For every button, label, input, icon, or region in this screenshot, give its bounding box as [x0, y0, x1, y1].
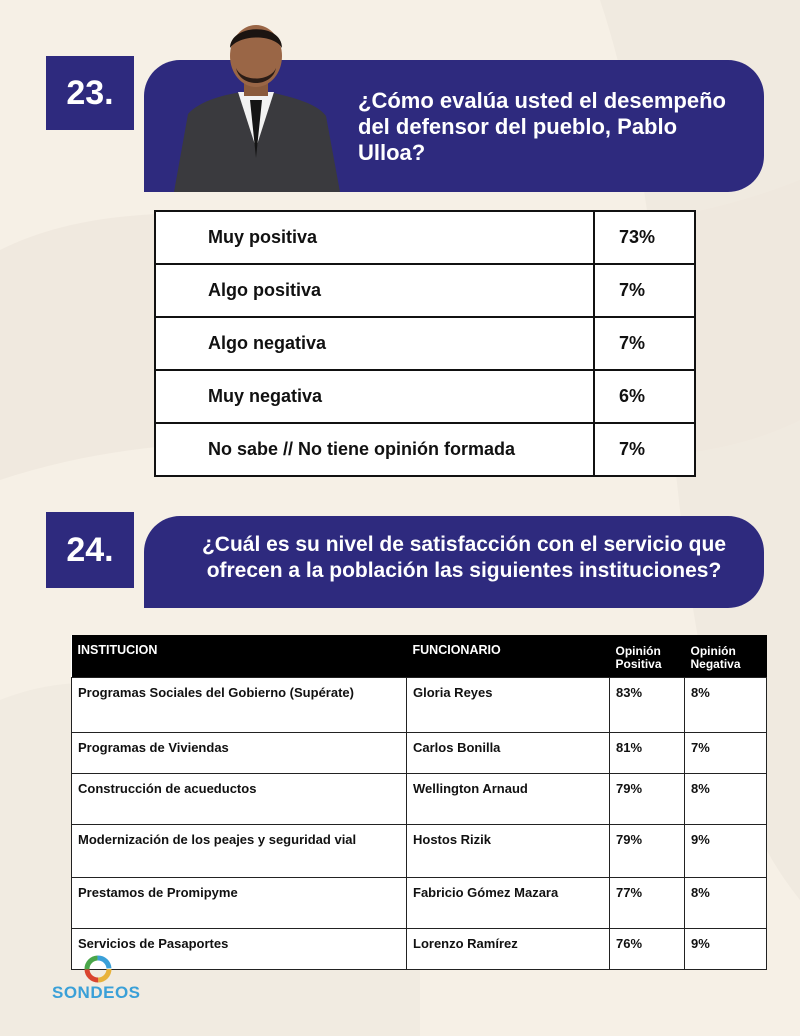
table-row: Algo negativa 7% — [154, 316, 696, 371]
cell-negativa: 9% — [684, 928, 767, 970]
question-number-24: 24. — [46, 512, 134, 588]
cell-institucion: Programas de Viviendas — [71, 732, 407, 774]
table-row: Muy negativa 6% — [154, 369, 696, 424]
table-row: No sabe // No tiene opinión formada 7% — [154, 422, 696, 477]
table-row: Algo positiva 7% — [154, 263, 696, 318]
answer-value: 7% — [593, 263, 696, 318]
cell-funcionario: Wellington Arnaud — [406, 773, 610, 825]
cell-positiva: 83% — [609, 677, 685, 733]
header-funcionario: FUNCIONARIO — [406, 635, 610, 678]
question-text-23: ¿Cómo evalúa usted el desempeño del defe… — [358, 88, 726, 165]
header-negativa: Opinión Negativa — [684, 635, 767, 678]
answer-label: Muy negativa — [154, 369, 595, 424]
cell-positiva: 81% — [609, 732, 685, 774]
cell-institucion: Construcción de acueductos — [71, 773, 407, 825]
cell-negativa: 9% — [684, 824, 767, 878]
header-positiva: Opinión Positiva — [609, 635, 685, 678]
cell-negativa: 8% — [684, 773, 767, 825]
question-number-23: 23. — [46, 56, 134, 130]
cell-institucion: Servicios de Pasaportes — [71, 928, 407, 970]
answer-value: 7% — [593, 422, 696, 477]
question-banner-24: ¿Cuál es su nivel de satisfacción con el… — [144, 516, 764, 608]
cell-institucion: Programas Sociales del Gobierno (Supérat… — [71, 677, 407, 733]
table-row: Programas de Viviendas Carlos Bonilla 81… — [71, 732, 767, 774]
cell-funcionario: Lorenzo Ramírez — [406, 928, 610, 970]
answer-value: 6% — [593, 369, 696, 424]
portrait-photo — [174, 25, 340, 192]
sondeos-logo-icon — [84, 955, 112, 983]
q23-results-table: Muy positiva 73% Algo positiva 7% Algo n… — [154, 210, 696, 477]
question-text-24: ¿Cuál es su nivel de satisfacción con el… — [201, 533, 727, 582]
cell-negativa: 8% — [684, 677, 767, 733]
logo-text: SONDEOS — [52, 983, 141, 1002]
cell-negativa: 8% — [684, 877, 767, 929]
answer-label: Muy positiva — [154, 210, 595, 265]
cell-positiva: 79% — [609, 824, 685, 878]
cell-funcionario: Fabricio Gómez Mazara — [406, 877, 610, 929]
answer-value: 73% — [593, 210, 696, 265]
q24-institutions-table: INSTITUCION FUNCIONARIO Opinión Positiva… — [71, 635, 767, 970]
table-header-row: INSTITUCION FUNCIONARIO Opinión Positiva… — [71, 635, 767, 678]
cell-funcionario: Gloria Reyes — [406, 677, 610, 733]
cell-institucion: Modernización de los peajes y seguridad … — [71, 824, 407, 878]
table-row: Muy positiva 73% — [154, 210, 696, 265]
cell-positiva: 79% — [609, 773, 685, 825]
answer-label: Algo negativa — [154, 316, 595, 371]
answer-value: 7% — [593, 316, 696, 371]
table-row: Construcción de acueductos Wellington Ar… — [71, 773, 767, 825]
answer-label: No sabe // No tiene opinión formada — [154, 422, 595, 477]
answer-label: Algo positiva — [154, 263, 595, 318]
cell-funcionario: Carlos Bonilla — [406, 732, 610, 774]
cell-negativa: 7% — [684, 732, 767, 774]
cell-positiva: 77% — [609, 877, 685, 929]
cell-institucion: Prestamos de Promipyme — [71, 877, 407, 929]
table-row: Modernización de los peajes y seguridad … — [71, 824, 767, 878]
table-row: Programas Sociales del Gobierno (Supérat… — [71, 677, 767, 733]
table-row: Servicios de Pasaportes Lorenzo Ramírez … — [71, 928, 767, 970]
table-row: Prestamos de Promipyme Fabricio Gómez Ma… — [71, 877, 767, 929]
cell-positiva: 76% — [609, 928, 685, 970]
header-institucion: INSTITUCION — [71, 635, 407, 678]
cell-funcionario: Hostos Rizik — [406, 824, 610, 878]
